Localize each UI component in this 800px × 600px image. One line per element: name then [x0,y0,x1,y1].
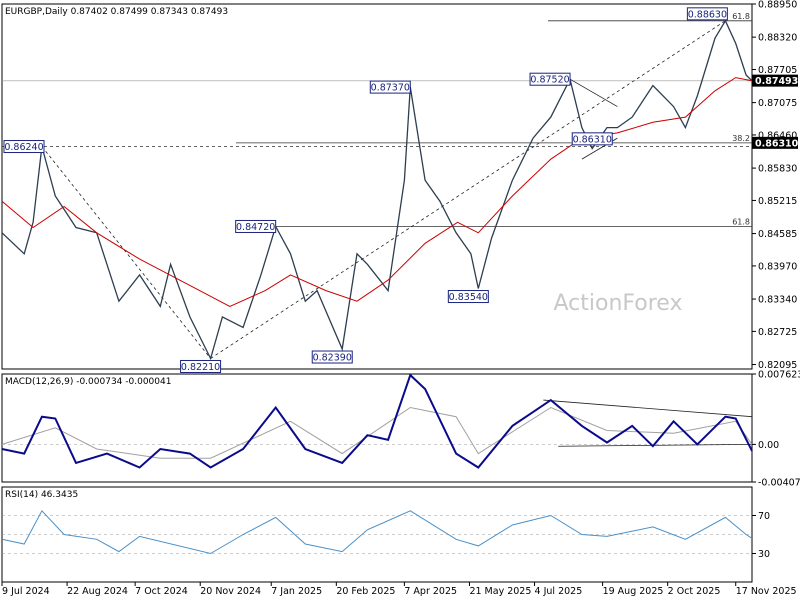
annotation-label: 0.87370 [371,83,410,94]
annotation-box [369,80,411,94]
annotation-box [311,350,353,364]
panel-frame-1 [1,373,753,483]
trendline [41,146,211,359]
y-tick-label: 0.87705 [758,65,797,76]
x-tick-label: 4 Jul 2025 [535,586,583,597]
x-tick-label: 20 Nov 2024 [200,586,261,597]
y-tick-label: 0.88320 [758,33,797,44]
annotation-box [686,7,728,21]
x-tick-label: 7 Oct 2024 [135,586,188,597]
watermark: ActionForex [554,291,683,316]
x-tick-label: 22 Aug 2024 [67,586,128,597]
level-label: 38.2 [732,134,750,143]
level-label: 61.8 [732,217,750,226]
x-tick-label: 2 Oct 2025 [668,586,721,597]
y-tick-label: 30 [758,549,770,560]
macd-trendline [558,443,753,447]
panel-frame-0 [1,3,753,370]
series-line-price [1,19,753,361]
y-tick-label: 0.82725 [758,327,797,338]
series-line-rsi [1,509,753,555]
annotation-box [3,140,45,154]
y-tick-label: 0.84585 [758,229,797,240]
annotation-label: 0.88630 [688,9,727,20]
y-tick-label: 70 [758,511,770,522]
price-tag-box [752,136,798,149]
annotation-box [529,72,571,86]
y-tick-label: 0.007623 [758,370,800,381]
y-tick-label: 0.88950 [758,0,797,11]
trendline [569,78,618,107]
annotation-label: 0.82210 [181,362,220,373]
annotation-label: 0.86240 [4,142,43,153]
annotation-label: 0.83540 [449,292,488,303]
x-tick-label: 9 Jul 2024 [2,586,50,597]
price-tag-label: 0.87493 [755,76,798,87]
annotation-box [571,132,613,146]
rsi-panel-title: RSI(14) 46.3435 [5,490,78,500]
y-tick-label: 0.82095 [758,360,797,371]
annotation-label: 0.87520 [530,75,569,86]
annotation-box [180,359,222,373]
y-tick-label: 0.85830 [758,164,797,175]
y-tick-label: 0.87075 [758,98,797,109]
y-tick-label: 0.86460 [758,130,797,141]
price-tag-box [752,74,798,87]
level-label: 61.8 [732,12,750,21]
annotation-label: 0.84720 [236,222,275,233]
annotation-box [235,219,277,233]
y-tick-label: 0.83340 [758,295,797,306]
series-line-signal [1,406,753,459]
price-panel-title: EURGBP,Daily 0.87402 0.87499 0.87343 0.8… [5,7,228,17]
trendline [210,20,726,359]
series-line-ma [1,77,753,307]
x-tick-label: 7 Apr 2025 [404,586,457,597]
x-tick-label: 7 Jan 2025 [271,586,322,597]
annotation-box [447,290,489,304]
annotation-label: 0.82390 [313,353,352,364]
y-tick-label: 0.85215 [758,196,797,207]
macd-trendline [543,399,753,418]
annotation-label: 0.86310 [573,134,612,145]
y-tick-label: 0.00 [758,440,779,451]
price-tag-label: 0.86310 [755,138,799,149]
x-tick-label: 20 Feb 2025 [336,586,395,597]
series-line-macd [1,373,753,469]
x-tick-label: 19 Aug 2025 [603,586,664,597]
x-tick-label: 21 May 2025 [469,586,531,597]
x-tick-label: 17 Nov 2025 [736,586,797,597]
y-tick-label: -0.004073 [758,478,800,489]
macd-panel-title: MACD(12,26,9) -0.000734 -0.000041 [5,377,171,387]
y-tick-label: 0.83970 [758,261,797,272]
